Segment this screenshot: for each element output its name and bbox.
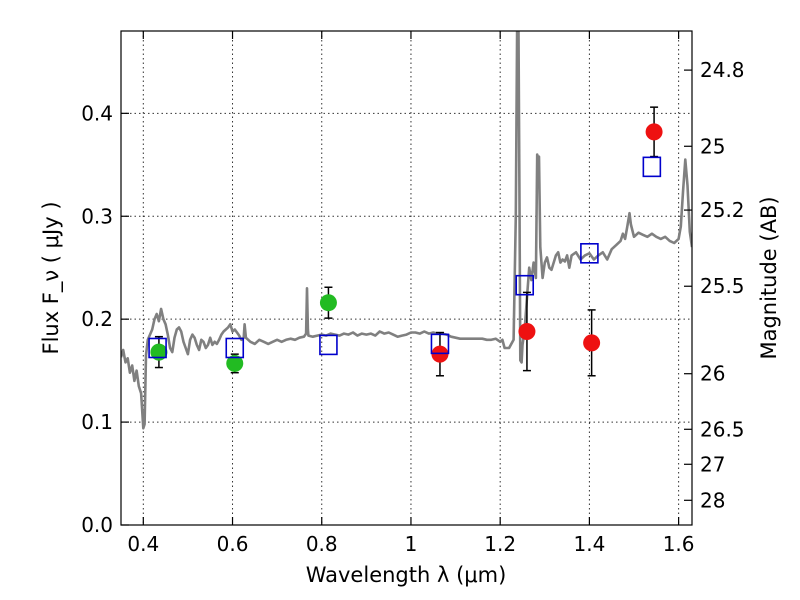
right-tick-label: 24.8: [700, 58, 745, 82]
red-data-point: [518, 323, 536, 341]
y-axis-label: Flux F_ν ( μJy ): [39, 201, 64, 354]
x-tick-label: 0.8: [306, 532, 338, 556]
spectrum-layer: [121, 31, 692, 430]
model-square: [319, 334, 338, 356]
y-tick-label: 0.1: [81, 410, 113, 434]
right-axis-label: Magnitude (AB): [757, 196, 781, 359]
green-data-point: [226, 354, 244, 372]
y-tick-label: 0.0: [81, 513, 113, 537]
data-points-layer: [148, 106, 663, 377]
model-square: [430, 333, 450, 355]
x-tick-label: 1.4: [573, 532, 605, 556]
grid-lines: [121, 31, 692, 526]
green-data-point: [319, 294, 337, 312]
model-square: [225, 337, 245, 359]
x-tick-label: 1.6: [663, 532, 695, 556]
right-tick-label: 28: [700, 488, 725, 512]
x-tick-label: 0.6: [217, 532, 249, 556]
x-tick-label: 1: [405, 532, 418, 556]
right-tick-label: 25.5: [700, 274, 745, 298]
model-square: [580, 243, 599, 264]
x-tick-label: 0.4: [127, 532, 159, 556]
model-square: [515, 274, 535, 296]
spectrum-line: [121, 31, 692, 430]
right-tick-label: 26: [700, 362, 725, 386]
right-tick-label: 25.2: [700, 198, 745, 222]
axis-ticks: 0.4 0.6 0.8 1 1.2 1.4 1.6 0.0 0.1 0.2 0.3 0.4 24.8 25…: [81, 31, 745, 556]
red-data-point: [583, 334, 601, 352]
plot-frame: [120, 30, 693, 526]
model-square: [148, 337, 167, 359]
right-tick-label: 26.5: [700, 417, 745, 441]
right-tick-label: 25: [700, 134, 725, 158]
y-tick-label: 0.2: [81, 307, 113, 331]
y-tick-label: 0.3: [81, 204, 113, 228]
right-tick-label: 27: [700, 452, 725, 476]
y-tick-label: 0.4: [81, 101, 113, 125]
x-tick-label: 1.2: [484, 532, 516, 556]
green-data-point: [150, 343, 168, 361]
model-square: [642, 156, 662, 178]
red-data-point: [645, 123, 663, 141]
x-axis-label: Wavelength λ (μm): [306, 563, 507, 587]
